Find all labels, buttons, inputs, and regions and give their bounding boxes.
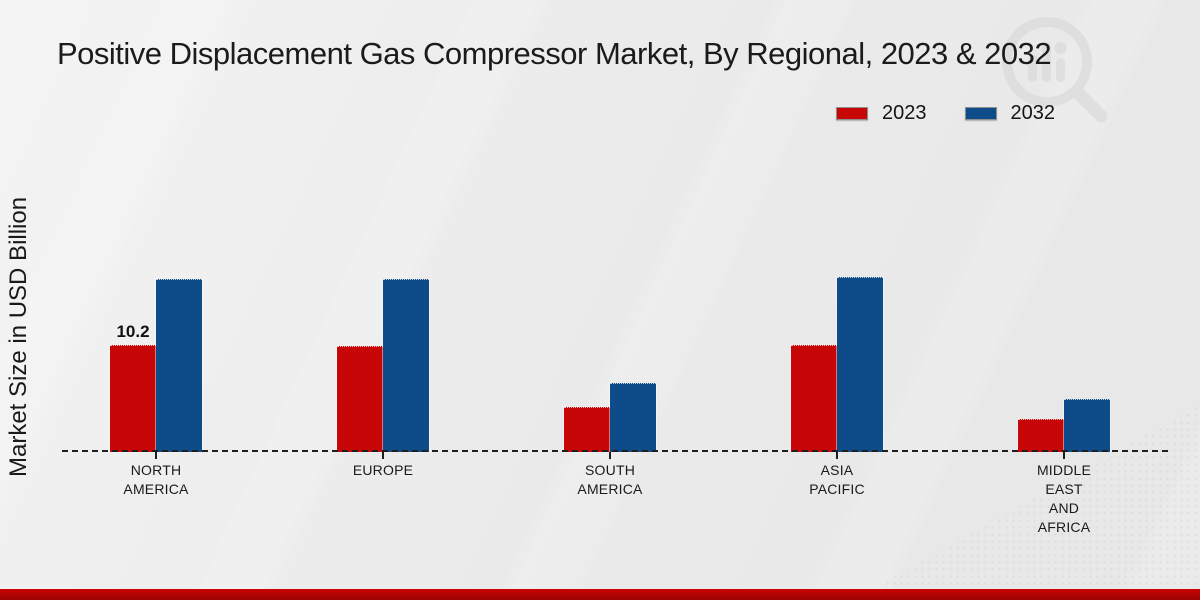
category-label-europe: EUROPE [352, 462, 414, 478]
legend-swatch-2032 [964, 107, 997, 120]
bar-2023-asia-pacific [791, 345, 837, 452]
chart-title: Positive Displacement Gas Compressor Mar… [57, 36, 1052, 71]
axis-tick-europe [382, 452, 384, 459]
category-label-middle-east-and-africa: MIDDLE EAST AND AFRICA [1036, 462, 1092, 535]
bar-2032-north-america [156, 279, 202, 452]
bar-2032-south-america [610, 383, 656, 452]
bar-2032-europe [383, 279, 429, 452]
category-label-north-america: NORTH AMERICA [123, 462, 189, 497]
bar-2023-middle-east-and-africa [1018, 419, 1064, 452]
bar-2032-middle-east-and-africa [1064, 399, 1110, 452]
category-label-south-america: SOUTH AMERICA [577, 462, 643, 497]
legend-label-2023: 2023 [882, 102, 927, 124]
bar-2023-north-america [110, 345, 156, 452]
magnifier-bar-chart-logo-icon [995, 12, 1113, 129]
axis-tick-middle-east-and-africa [1063, 452, 1065, 459]
bar-2032-asia-pacific [837, 277, 883, 452]
legend-label-2032: 2032 [1010, 102, 1056, 124]
bar-2023-europe [337, 346, 383, 452]
axis-tick-north-america [155, 452, 157, 459]
x-axis-dashed-line [62, 450, 1168, 452]
axis-tick-south-america [609, 452, 611, 459]
bottom-accent-bar [0, 589, 1200, 600]
category-label-asia-pacific: ASIA PACIFIC [809, 462, 865, 497]
legend: 2023 2032 [836, 102, 1055, 125]
bar-2023-south-america [564, 407, 610, 452]
legend-item-2023: 2023 [836, 102, 927, 125]
legend-item-2032: 2032 [964, 102, 1056, 125]
axis-tick-asia-pacific [836, 452, 838, 459]
data-label-2023-north-america: 10.2 [116, 322, 150, 341]
legend-swatch-2023 [836, 107, 868, 120]
